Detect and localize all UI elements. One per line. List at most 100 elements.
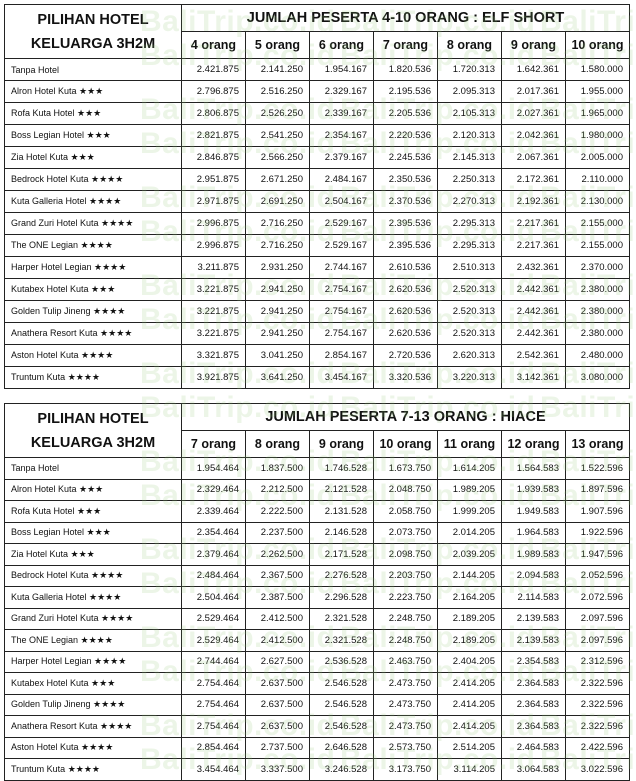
price-cell: 2.250.313 xyxy=(437,168,502,191)
price-cell: 3.321.875 xyxy=(181,344,246,367)
table-row: Alron Hotel Kuta ★★★ 2.329.464 2.212.500 2.… xyxy=(4,478,630,501)
price-cell: 2.620.536 xyxy=(373,322,438,345)
price-cell: 2.412.500 xyxy=(245,607,310,630)
price-cell: 3.211.875 xyxy=(181,256,246,279)
price-cell: 2.322.596 xyxy=(565,672,630,695)
price-cell: 2.514.205 xyxy=(437,736,502,759)
column-header: 5 orang xyxy=(245,31,310,59)
price-cell: 2.217.361 xyxy=(501,234,566,257)
price-cell: 2.442.361 xyxy=(501,300,566,323)
price-cell: 2.442.361 xyxy=(501,278,566,301)
column-header: 8 orang xyxy=(245,430,310,458)
price-cell: 2.546.528 xyxy=(309,672,374,695)
price-cell: 2.529.167 xyxy=(309,212,374,235)
price-cell: 2.480.000 xyxy=(565,344,630,367)
price-cell: 2.646.528 xyxy=(309,736,374,759)
price-cell: 2.996.875 xyxy=(181,234,246,257)
hotel-name: Anathera Resort Kuta ★★★★ xyxy=(4,715,182,738)
price-cell: 2.821.875 xyxy=(181,124,246,147)
price-cell: 2.095.313 xyxy=(437,80,502,103)
price-cell: 1.522.596 xyxy=(565,457,630,480)
price-cell: 2.627.500 xyxy=(245,650,310,673)
price-cell: 2.354.464 xyxy=(181,521,246,544)
price-cell: 3.173.750 xyxy=(373,758,438,781)
column-header: 10 orang xyxy=(565,31,630,59)
table-row: Alron Hotel Kuta ★★★ 2.796.875 2.516.250 2.… xyxy=(4,80,630,103)
price-cell: 2.671.250 xyxy=(245,168,310,191)
price-cell: 2.744.167 xyxy=(309,256,374,279)
hotel-name: Zia Hotel Kuta ★★★ xyxy=(4,543,182,566)
price-cell: 2.329.464 xyxy=(181,478,246,501)
price-cell: 2.014.205 xyxy=(437,521,502,544)
price-cell: 2.573.750 xyxy=(373,736,438,759)
price-cell: 2.339.167 xyxy=(309,102,374,125)
table-row: The ONE Legian ★★★★ 2.996.875 2.716.250 2.5… xyxy=(4,234,630,257)
price-cell: 2.473.750 xyxy=(373,693,438,716)
price-cell: 2.504.167 xyxy=(309,190,374,213)
price-cell: 3.454.167 xyxy=(309,366,374,389)
table-row: Kuta Galleria Hotel ★★★★ 2.504.464 2.387.5… xyxy=(4,586,630,609)
price-cell: 3.142.361 xyxy=(501,366,566,389)
price-cell: 1.922.596 xyxy=(565,521,630,544)
price-cell: 2.536.528 xyxy=(309,650,374,673)
price-cell: 1.947.596 xyxy=(565,543,630,566)
hotel-name: Alron Hotel Kuta ★★★ xyxy=(4,478,182,501)
table-row: Tanpa Hotel 1.954.464 1.837.500 1.746.528 1.… xyxy=(4,457,630,480)
price-cell: 2.754.167 xyxy=(309,278,374,301)
hotel-name: Kuta Galleria Hotel ★★★★ xyxy=(4,586,182,609)
price-cell: 2.414.205 xyxy=(437,693,502,716)
price-cell: 2.321.528 xyxy=(309,629,374,652)
price-cell: 2.058.750 xyxy=(373,500,438,523)
price-cell: 2.131.528 xyxy=(309,500,374,523)
price-cell: 2.510.313 xyxy=(437,256,502,279)
table-row: Zia Hotel Kuta ★★★ 2.379.464 2.262.500 2.17… xyxy=(4,543,630,566)
price-cell: 2.754.464 xyxy=(181,715,246,738)
price-cell: 2.541.250 xyxy=(245,124,310,147)
price-cell: 2.144.205 xyxy=(437,564,502,587)
price-cell: 2.754.464 xyxy=(181,672,246,695)
price-cell: 2.223.750 xyxy=(373,586,438,609)
price-cell: 2.379.464 xyxy=(181,543,246,566)
price-cell: 1.614.205 xyxy=(437,457,502,480)
price-cell: 2.220.536 xyxy=(373,124,438,147)
price-cell: 2.637.500 xyxy=(245,672,310,695)
price-cell: 1.954.167 xyxy=(309,58,374,81)
price-cell: 3.022.596 xyxy=(565,758,630,781)
price-cell: 2.222.500 xyxy=(245,500,310,523)
price-cell: 2.354.167 xyxy=(309,124,374,147)
price-cell: 1.989.205 xyxy=(437,478,502,501)
price-cell: 2.395.536 xyxy=(373,212,438,235)
price-cell: 2.248.750 xyxy=(373,607,438,630)
column-header-row: 4 orang 5 orang 6 orang 7 orang 8 orang 9 ora… xyxy=(5,31,630,59)
price-cell: 1.897.596 xyxy=(565,478,630,501)
price-cell: 2.312.596 xyxy=(565,650,630,673)
column-header: 4 orang xyxy=(181,31,246,59)
price-cell: 1.564.583 xyxy=(501,457,566,480)
table-row: Truntum Kuta ★★★★ 3.454.464 3.337.500 3.246… xyxy=(4,758,630,781)
price-table-hiace: PILIHAN HOTEL KELUARGA 3H2M JUMLAH PESERTA… xyxy=(4,403,630,781)
price-cell: 2.322.596 xyxy=(565,715,630,738)
price-cell: 2.846.875 xyxy=(181,146,246,169)
hotel-name: The ONE Legian ★★★★ xyxy=(4,629,182,652)
price-cell: 2.380.000 xyxy=(565,278,630,301)
table-row: Anathera Resort Kuta ★★★★ 2.754.464 2.637.… xyxy=(4,715,630,738)
header-row: PILIHAN HOTEL KELUARGA 3H2M JUMLAH PESERTA… xyxy=(4,403,630,458)
price-cell: 2.364.583 xyxy=(501,672,566,695)
price-cell: 2.520.313 xyxy=(437,322,502,345)
price-cell: 2.296.528 xyxy=(309,586,374,609)
hotel-name: Harper Hotel Legian ★★★★ xyxy=(4,650,182,673)
price-cell: 2.155.000 xyxy=(565,234,630,257)
hotel-name: Alron Hotel Kuta ★★★ xyxy=(4,80,182,103)
price-cell: 2.484.167 xyxy=(309,168,374,191)
price-cell: 2.806.875 xyxy=(181,102,246,125)
price-cell: 2.120.313 xyxy=(437,124,502,147)
price-cell: 1.949.583 xyxy=(501,500,566,523)
price-cell: 2.245.536 xyxy=(373,146,438,169)
price-cell: 2.354.583 xyxy=(501,650,566,673)
corner-line: KELUARGA 3H2M xyxy=(30,35,156,52)
price-cell: 3.320.536 xyxy=(373,366,438,389)
price-cell: 2.027.361 xyxy=(501,102,566,125)
hotel-name: Bedrock Hotel Kuta ★★★★ xyxy=(4,168,182,191)
hotel-name: Kutabex Hotel Kuta ★★★ xyxy=(4,672,182,695)
price-cell: 2.716.250 xyxy=(245,212,310,235)
